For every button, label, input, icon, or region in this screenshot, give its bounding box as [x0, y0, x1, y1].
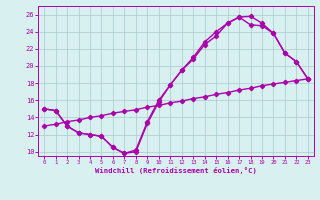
X-axis label: Windchill (Refroidissement éolien,°C): Windchill (Refroidissement éolien,°C)	[95, 167, 257, 174]
